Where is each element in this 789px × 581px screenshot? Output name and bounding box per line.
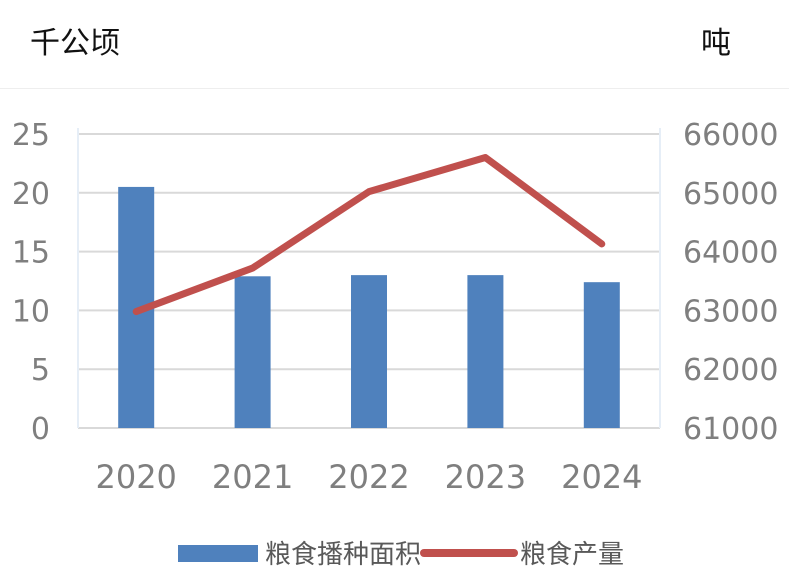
right-axis-tick-label: 63000: [683, 294, 778, 329]
right-axis-tick-label: 64000: [683, 236, 778, 271]
bar: [583, 282, 620, 428]
x-axis-tick-label: 2020: [95, 458, 176, 496]
right-axis-unit: 吨: [701, 26, 731, 61]
right-axis-tick-label: 61000: [683, 412, 778, 447]
left-axis-tick-label: 20: [12, 177, 50, 212]
legend-label-bar: 粮食播种面积: [265, 540, 421, 570]
left-axis-tick-label: 5: [31, 353, 50, 388]
x-axis-tick-label: 2021: [212, 458, 293, 496]
x-axis-tick-label: 2024: [561, 458, 642, 496]
legend-label-line: 粮食产量: [520, 540, 624, 570]
right-axis-tick-label: 66000: [683, 118, 778, 153]
left-axis-unit: 千公顷: [30, 26, 120, 61]
left-axis-tick-label: 0: [31, 412, 50, 447]
left-axis-tick-label: 15: [12, 236, 50, 271]
legend-swatch-bar: [178, 545, 258, 562]
line-point: [484, 157, 486, 159]
right-axis-tick-label: 65000: [683, 177, 778, 212]
left-axis-tick-label: 10: [12, 294, 50, 329]
line-point: [252, 267, 254, 269]
x-axis-tick-label: 2022: [328, 458, 409, 496]
line-point: [601, 243, 603, 245]
line-point: [135, 311, 137, 313]
bar: [467, 275, 504, 428]
left-axis-tick-label: 25: [12, 118, 50, 153]
bar: [234, 276, 271, 428]
line-point: [368, 191, 370, 193]
right-axis-tick-label: 62000: [683, 353, 778, 388]
header-divider: [0, 88, 789, 89]
x-axis-tick-label: 2023: [445, 458, 526, 496]
bar: [351, 275, 387, 428]
